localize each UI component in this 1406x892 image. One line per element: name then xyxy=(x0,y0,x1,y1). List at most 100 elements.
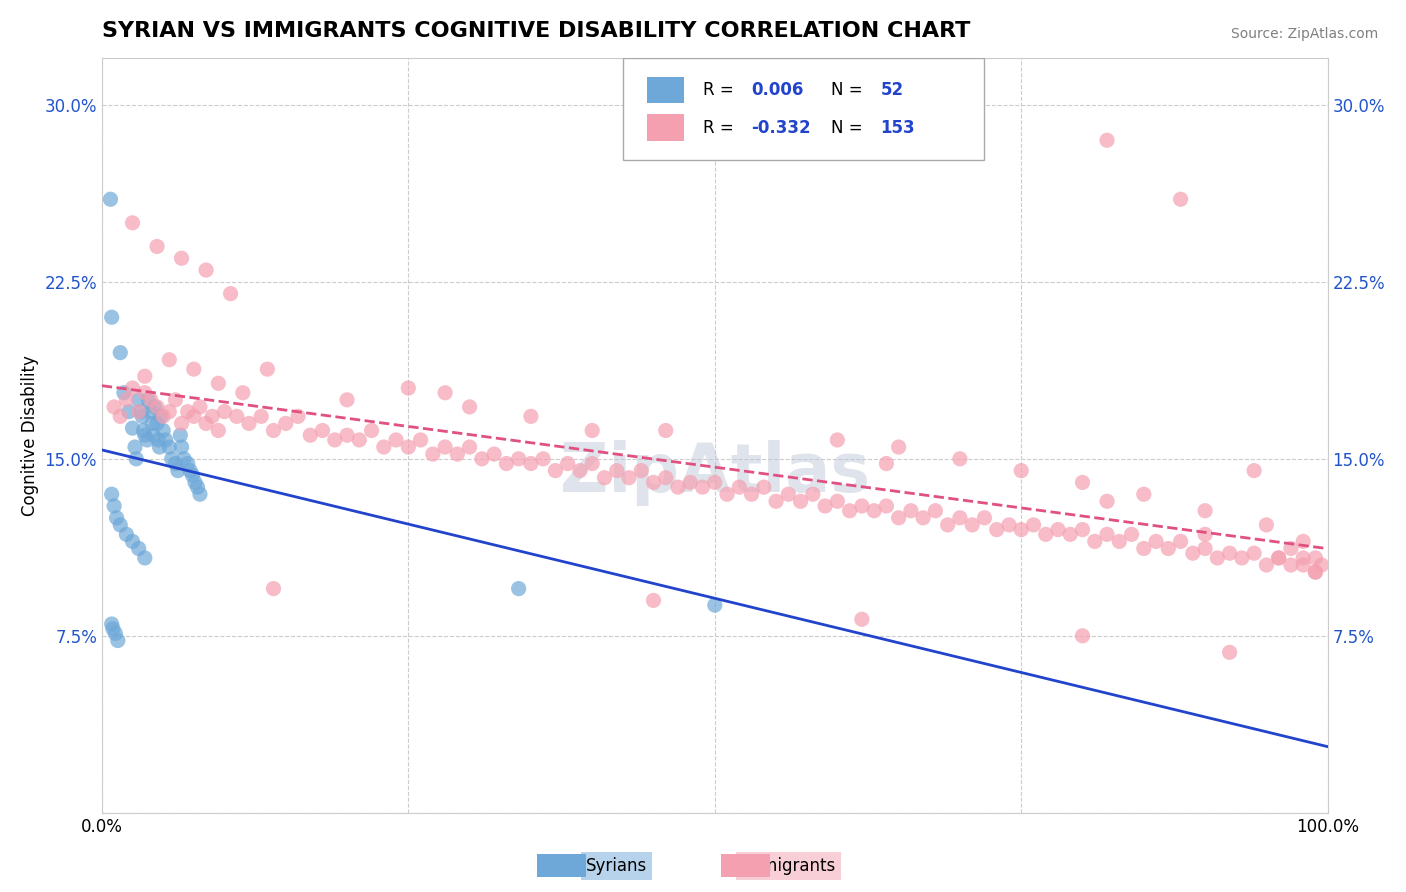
Text: Syrians: Syrians xyxy=(586,856,647,875)
Immigrants xyxy=(139,392,162,407)
Syrians xyxy=(155,433,177,447)
Immigrants xyxy=(422,447,444,461)
Immigrants xyxy=(434,385,457,400)
Syrians xyxy=(139,404,162,418)
Syrians xyxy=(138,392,160,407)
Syrians xyxy=(100,487,122,501)
Syrians xyxy=(112,385,135,400)
Syrians xyxy=(142,428,165,442)
Immigrants xyxy=(207,424,229,438)
Immigrants xyxy=(1071,523,1094,537)
Immigrants xyxy=(250,409,273,424)
Syrians xyxy=(131,409,153,424)
Immigrants xyxy=(1194,504,1216,518)
Text: R =: R = xyxy=(703,119,734,136)
Immigrants xyxy=(1292,534,1315,549)
Immigrants xyxy=(287,409,309,424)
Syrians xyxy=(128,541,150,556)
Syrians xyxy=(134,550,156,565)
Immigrants xyxy=(643,593,665,607)
Immigrants xyxy=(1046,523,1069,537)
Immigrants xyxy=(801,487,824,501)
Immigrants xyxy=(170,417,193,431)
Immigrants xyxy=(593,471,616,485)
Syrians xyxy=(169,428,191,442)
Immigrants xyxy=(531,451,554,466)
Immigrants xyxy=(1292,550,1315,565)
Immigrants xyxy=(1194,541,1216,556)
Text: N =: N = xyxy=(831,119,863,136)
Immigrants xyxy=(225,409,247,424)
Immigrants xyxy=(482,447,505,461)
Immigrants xyxy=(1305,565,1327,579)
Immigrants xyxy=(121,216,143,230)
Immigrants xyxy=(1256,558,1278,572)
Immigrants xyxy=(887,440,910,454)
Syrians xyxy=(121,534,143,549)
Immigrants xyxy=(1181,546,1204,560)
Immigrants xyxy=(875,457,897,471)
Immigrants xyxy=(520,457,543,471)
Immigrants xyxy=(495,457,517,471)
Immigrants xyxy=(606,464,628,478)
Immigrants xyxy=(349,433,371,447)
Syrians xyxy=(100,310,122,325)
Immigrants xyxy=(128,404,150,418)
Syrians xyxy=(165,457,187,471)
Immigrants xyxy=(949,451,972,466)
Syrians xyxy=(157,440,180,454)
Immigrants xyxy=(311,424,333,438)
Syrians xyxy=(141,417,163,431)
Syrians xyxy=(118,404,141,418)
FancyBboxPatch shape xyxy=(623,58,984,160)
Immigrants xyxy=(666,480,689,494)
Immigrants xyxy=(232,385,254,400)
Immigrants xyxy=(219,286,242,301)
Immigrants xyxy=(863,504,886,518)
Immigrants xyxy=(1194,527,1216,541)
Immigrants xyxy=(1035,527,1057,541)
Immigrants xyxy=(568,464,591,478)
Syrians xyxy=(148,433,170,447)
Text: Source: ZipAtlas.com: Source: ZipAtlas.com xyxy=(1230,27,1378,41)
Immigrants xyxy=(1059,527,1081,541)
Immigrants xyxy=(960,517,983,532)
Immigrants xyxy=(838,504,860,518)
Immigrants xyxy=(1279,558,1302,572)
Immigrants xyxy=(581,424,603,438)
Immigrants xyxy=(1071,475,1094,490)
Syrians xyxy=(184,475,207,490)
Immigrants xyxy=(912,511,935,525)
Immigrants xyxy=(789,494,811,508)
Syrians xyxy=(188,487,211,501)
Immigrants xyxy=(134,369,156,384)
Immigrants xyxy=(1206,550,1229,565)
Syrians xyxy=(176,457,198,471)
Syrians xyxy=(104,626,127,640)
Immigrants xyxy=(1133,541,1156,556)
Immigrants xyxy=(396,381,419,395)
Text: 0.006: 0.006 xyxy=(752,81,804,99)
Immigrants xyxy=(434,440,457,454)
Syrians xyxy=(115,527,138,541)
Immigrants xyxy=(692,480,714,494)
Immigrants xyxy=(183,409,205,424)
FancyBboxPatch shape xyxy=(647,77,685,103)
Immigrants xyxy=(1310,558,1333,572)
Immigrants xyxy=(385,433,408,447)
Syrians xyxy=(179,464,201,478)
Immigrants xyxy=(973,511,995,525)
Immigrants xyxy=(176,404,198,418)
Text: -0.332: -0.332 xyxy=(752,119,811,136)
Syrians xyxy=(100,617,122,632)
Immigrants xyxy=(115,392,138,407)
Immigrants xyxy=(121,381,143,395)
Immigrants xyxy=(207,376,229,391)
Immigrants xyxy=(1022,517,1045,532)
Immigrants xyxy=(1170,192,1192,206)
Immigrants xyxy=(544,464,567,478)
Text: SYRIAN VS IMMIGRANTS COGNITIVE DISABILITY CORRELATION CHART: SYRIAN VS IMMIGRANTS COGNITIVE DISABILIT… xyxy=(101,21,970,41)
Syrians xyxy=(128,392,150,407)
Immigrants xyxy=(1133,487,1156,501)
Text: R =: R = xyxy=(703,81,734,99)
